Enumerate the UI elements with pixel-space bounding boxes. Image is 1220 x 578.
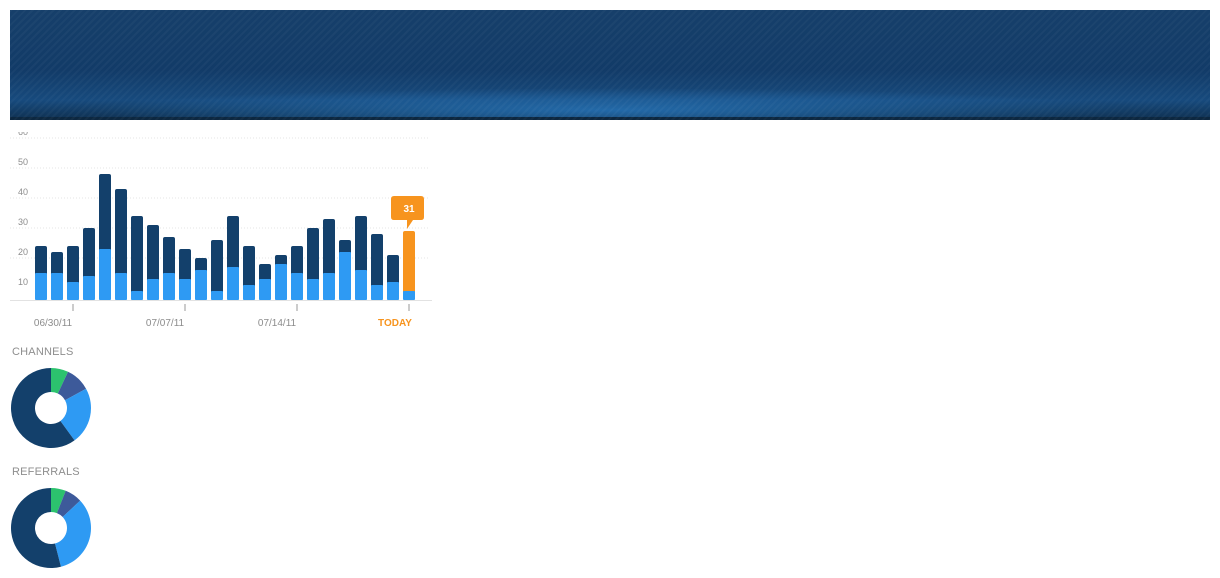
y-tick-label: 60 (18, 132, 28, 137)
bar-segment (83, 276, 95, 300)
x-tick-label: 07/07/11 (146, 318, 185, 329)
referrals-title: REFERRALS (12, 466, 80, 478)
bar-segment (291, 273, 303, 300)
bar-chart: 10 20 30 40 50 60 06/30/11 07/07/11 07/14/11 TODA… (10, 132, 432, 329)
referrals-pie-chart (10, 488, 91, 568)
x-tick-label: TODAY (378, 318, 412, 329)
bar-segment (227, 267, 239, 300)
bar-segment (275, 264, 287, 300)
bar-total (403, 231, 415, 300)
pie-slice (56, 490, 81, 518)
y-tick-label: 40 (18, 187, 28, 197)
pie-slice (11, 368, 75, 448)
bar-segment (195, 270, 207, 300)
bar-segment (307, 279, 319, 300)
pie-slice (54, 500, 91, 567)
bar-segment (67, 282, 79, 300)
highlight-callout (391, 196, 424, 229)
bar-segment (99, 249, 111, 300)
channels-pie-chart (11, 368, 92, 448)
bar-segment (243, 285, 255, 300)
bar-segment (35, 273, 47, 300)
bar-segment (403, 291, 415, 300)
bar-segment (163, 273, 175, 300)
bar-segment (371, 285, 383, 300)
highlight-value-label: 31 (403, 204, 415, 215)
y-tick-label: 30 (18, 217, 28, 227)
channels-title: CHANNELS (12, 346, 74, 358)
pie-slice (51, 488, 66, 514)
bar-segment (339, 252, 351, 300)
x-tick-label: 07/14/11 (258, 318, 297, 329)
pie-slice (51, 368, 69, 394)
bar-segment (115, 273, 127, 300)
x-tick-label: 06/30/11 (34, 318, 73, 329)
bar-total (371, 234, 383, 300)
bar-segment (259, 279, 271, 300)
bar-segment (211, 291, 223, 300)
y-tick-label: 50 (18, 157, 28, 167)
bar-segment (323, 273, 335, 300)
bar-segment (51, 273, 63, 300)
pie-slice (60, 388, 92, 441)
bar-segment (387, 282, 399, 300)
bar-segment (355, 270, 367, 300)
bar-total (115, 189, 127, 300)
bar-total (131, 216, 143, 300)
bar-segment (179, 279, 191, 300)
bar-segment (147, 279, 159, 300)
pie-slice (10, 488, 61, 568)
y-tick-label: 10 (18, 277, 28, 287)
bar-segment (131, 291, 143, 300)
header-banner-edge (10, 117, 1210, 120)
y-tick-label: 20 (18, 247, 28, 257)
header-banner (10, 10, 1210, 120)
bar-total (211, 240, 223, 300)
pie-slice (57, 371, 87, 401)
